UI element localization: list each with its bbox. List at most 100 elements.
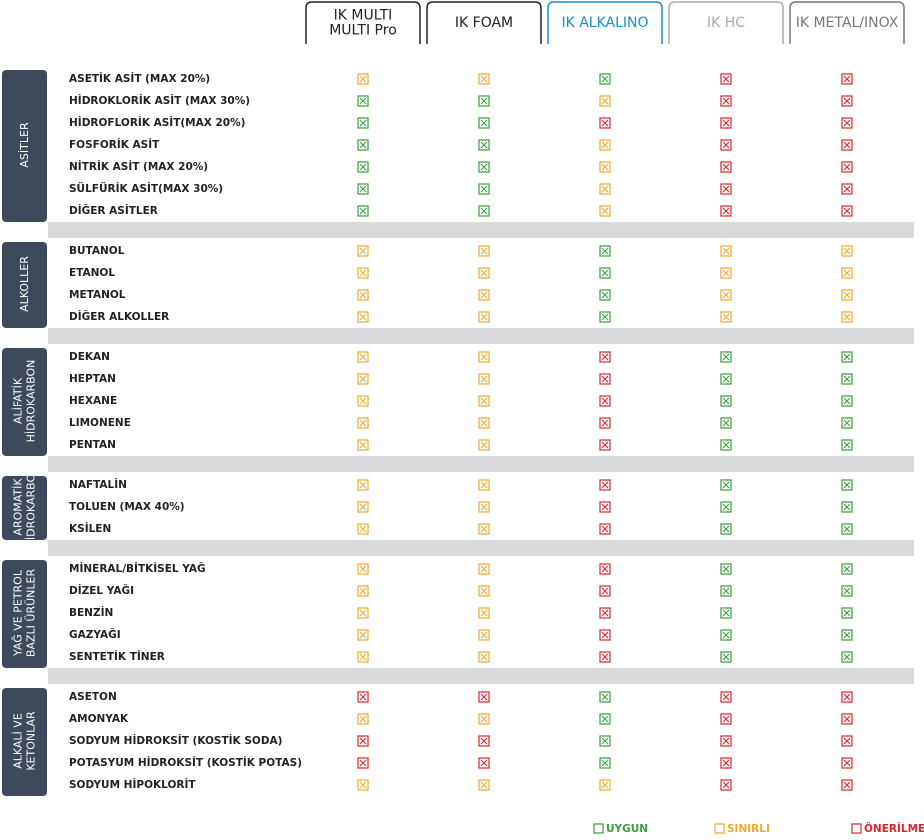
- status-icon: [478, 757, 490, 769]
- icon-cross: [359, 737, 367, 745]
- icon-cross: [601, 715, 609, 723]
- icon-box: [841, 311, 853, 323]
- icon-cross: [722, 397, 730, 405]
- status-icon: [478, 439, 490, 451]
- icon-cross: [843, 693, 851, 701]
- icon-cross: [722, 207, 730, 215]
- chemical-name: SENTETİK TİNER: [69, 649, 165, 663]
- status-icon: [720, 95, 732, 107]
- icon-box: [841, 117, 853, 129]
- status-icon: [841, 417, 853, 429]
- status-icon: [357, 267, 369, 279]
- icon-cross: [601, 269, 609, 277]
- status-icon: [599, 691, 611, 703]
- status-icon: [357, 585, 369, 597]
- icon-box: [841, 501, 853, 513]
- icon-box: [841, 183, 853, 195]
- icon-box: [357, 439, 369, 451]
- icon-box: [478, 351, 490, 363]
- icon-box: [599, 245, 611, 257]
- status-icon: [720, 607, 732, 619]
- status-icon: [720, 245, 732, 257]
- icon-cross: [359, 119, 367, 127]
- header-label: IK ALKALINO: [561, 15, 648, 31]
- icon-box: [841, 139, 853, 151]
- icon-box: [841, 479, 853, 491]
- status-icon: [599, 183, 611, 195]
- status-icon: [720, 395, 732, 407]
- icon-box: [599, 95, 611, 107]
- icon-cross: [843, 781, 851, 789]
- icon-box: [599, 563, 611, 575]
- icon-box: [720, 629, 732, 641]
- icon-box: [841, 95, 853, 107]
- icon-cross: [722, 419, 730, 427]
- status-icon: [720, 117, 732, 129]
- icon-box: [720, 607, 732, 619]
- chemical-name: PENTAN: [69, 439, 116, 451]
- group-box: [2, 560, 47, 668]
- icon-box: [478, 479, 490, 491]
- status-icon: [478, 629, 490, 641]
- icon-cross: [480, 441, 488, 449]
- icon-box: [841, 73, 853, 85]
- chemical-name: GAZYAĞI: [69, 628, 121, 641]
- icon-box: [841, 735, 853, 747]
- status-icon: [478, 779, 490, 791]
- group-box: [2, 70, 47, 222]
- status-icon: [599, 735, 611, 747]
- icon-cross: [359, 163, 367, 171]
- icon-cross: [359, 759, 367, 767]
- icon-box: [720, 245, 732, 257]
- status-icon: [478, 351, 490, 363]
- header-label: IK MULTI: [334, 8, 393, 24]
- chemical-name: SÜLFÜRİK ASİT(MAX 30%): [69, 181, 223, 195]
- icon-box: [599, 691, 611, 703]
- icon-box: [599, 585, 611, 597]
- status-icon: [720, 439, 732, 451]
- icon-box: [841, 779, 853, 791]
- icon-cross: [359, 75, 367, 83]
- group-label: ASİTLER: [18, 122, 31, 168]
- icon-cross: [601, 759, 609, 767]
- icon-box: [357, 183, 369, 195]
- icon-box: [478, 245, 490, 257]
- icon-box: [599, 757, 611, 769]
- status-icon: [720, 629, 732, 641]
- status-icon: [720, 161, 732, 173]
- status-icon: [357, 183, 369, 195]
- status-icon: [599, 117, 611, 129]
- icon-box: [357, 757, 369, 769]
- status-icon: [478, 395, 490, 407]
- status-icon: [357, 439, 369, 451]
- status-icon: [599, 161, 611, 173]
- icon-cross: [480, 419, 488, 427]
- status-icon: [599, 523, 611, 535]
- header-label: IK HC: [707, 15, 745, 31]
- chemical-name: HEXANE: [69, 395, 117, 407]
- icon-cross: [722, 141, 730, 149]
- icon-cross: [480, 693, 488, 701]
- chemical-name: FOSFORİK ASİT: [69, 137, 160, 151]
- icon-box: [357, 713, 369, 725]
- icon-cross: [601, 587, 609, 595]
- icon-cross: [480, 631, 488, 639]
- status-icon: [478, 267, 490, 279]
- status-icon: [357, 523, 369, 535]
- status-icon: [357, 161, 369, 173]
- status-icon: [841, 563, 853, 575]
- icon-cross: [601, 441, 609, 449]
- icon-box: [720, 395, 732, 407]
- icon-cross: [601, 419, 609, 427]
- icon-box: [357, 735, 369, 747]
- icon-cross: [480, 653, 488, 661]
- icon-box: [478, 757, 490, 769]
- group-label: ALİFATİK: [12, 377, 25, 424]
- status-icon: [720, 479, 732, 491]
- chemical-name: ASETON: [69, 691, 117, 703]
- status-icon: [357, 607, 369, 619]
- icon-cross: [843, 481, 851, 489]
- icon-cross: [359, 631, 367, 639]
- icon-cross: [480, 291, 488, 299]
- icon-box: [478, 161, 490, 173]
